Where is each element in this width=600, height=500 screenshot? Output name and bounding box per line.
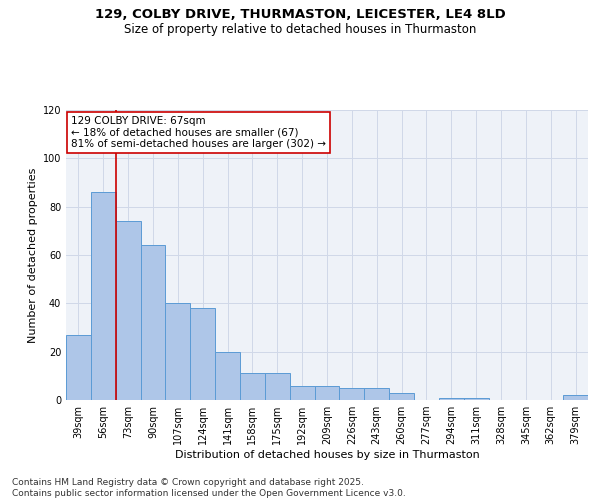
Bar — [116, 221, 140, 400]
Bar — [364, 388, 389, 400]
Bar — [389, 393, 414, 400]
Bar — [290, 386, 314, 400]
Bar — [265, 374, 290, 400]
Bar — [240, 374, 265, 400]
Text: Size of property relative to detached houses in Thurmaston: Size of property relative to detached ho… — [124, 22, 476, 36]
Bar — [340, 388, 364, 400]
Bar — [91, 192, 116, 400]
Bar — [140, 246, 166, 400]
Text: Contains HM Land Registry data © Crown copyright and database right 2025.
Contai: Contains HM Land Registry data © Crown c… — [12, 478, 406, 498]
Bar — [166, 304, 190, 400]
Bar — [439, 398, 464, 400]
Text: 129 COLBY DRIVE: 67sqm
← 18% of detached houses are smaller (67)
81% of semi-det: 129 COLBY DRIVE: 67sqm ← 18% of detached… — [71, 116, 326, 149]
Bar — [464, 398, 488, 400]
X-axis label: Distribution of detached houses by size in Thurmaston: Distribution of detached houses by size … — [175, 450, 479, 460]
Bar — [314, 386, 340, 400]
Text: 129, COLBY DRIVE, THURMASTON, LEICESTER, LE4 8LD: 129, COLBY DRIVE, THURMASTON, LEICESTER,… — [95, 8, 505, 20]
Y-axis label: Number of detached properties: Number of detached properties — [28, 168, 38, 342]
Bar — [66, 335, 91, 400]
Bar — [215, 352, 240, 400]
Bar — [190, 308, 215, 400]
Bar — [563, 395, 588, 400]
